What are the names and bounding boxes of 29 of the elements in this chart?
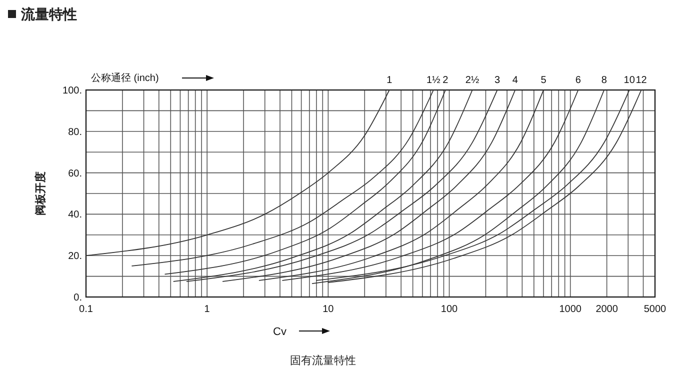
series-label: 4 — [512, 75, 518, 86]
x-tick-label: 10 — [322, 304, 334, 315]
y-tick-label: 40. — [68, 210, 82, 221]
x-tick-label: 100 — [440, 304, 458, 315]
x-axis-title: Cv — [273, 326, 287, 338]
x-tick-label: 1 — [204, 304, 210, 315]
series-label: 3 — [494, 75, 500, 86]
x-tick-label: 0.1 — [79, 304, 94, 315]
y-tick-label: 20. — [68, 251, 82, 262]
x-tick-label: 1000 — [559, 304, 582, 315]
y-tick-label: 100. — [62, 86, 82, 96]
series-label: 1 — [386, 75, 393, 86]
series-label: 2½ — [465, 75, 480, 86]
series-label: 2 — [442, 75, 449, 86]
series-label: 10 — [624, 75, 636, 86]
text: 固有流量特性 — [290, 354, 356, 367]
x-tick-label: 5000 — [644, 304, 667, 315]
series-label: 1½ — [426, 75, 442, 86]
chart-title: 流量特性 — [20, 6, 77, 22]
series-label: 5 — [540, 75, 547, 86]
series-label: 6 — [575, 75, 582, 86]
series-label: 12 — [636, 75, 648, 86]
y-tick-label: 80. — [68, 126, 82, 138]
y-tick-label: 60. — [68, 168, 82, 180]
legend-title: 公称通径 (inch) — [91, 72, 159, 84]
y-tick-label: 0. — [74, 292, 82, 304]
series-label: 8 — [601, 75, 608, 86]
y-axis-title: 阀板开度 — [34, 172, 47, 216]
x-tick-label: 2000 — [596, 304, 618, 315]
